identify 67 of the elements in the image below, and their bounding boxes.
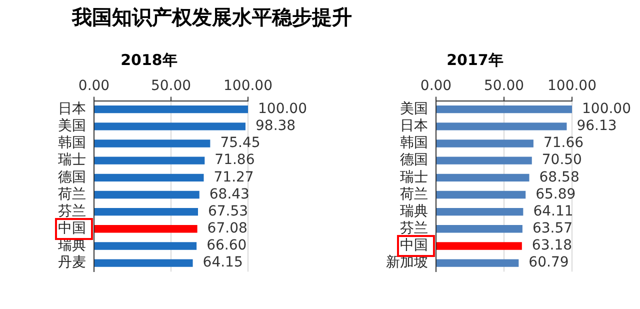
- y-tick-label: 韩国: [58, 135, 86, 152]
- data-label: 68.43: [209, 186, 250, 202]
- x-tick-label: 0.00: [78, 78, 110, 94]
- y-tick-label: 日本: [58, 100, 86, 117]
- bar: [94, 225, 198, 233]
- data-label: 67.08: [207, 220, 248, 237]
- bar: [436, 259, 519, 267]
- data-label: 67.53: [208, 203, 248, 220]
- bar: [94, 122, 246, 130]
- data-label: 63.18: [532, 238, 572, 254]
- bar: [436, 225, 522, 233]
- y-tick-label: 瑞典: [400, 203, 428, 220]
- data-label: 64.11: [533, 203, 574, 220]
- x-tick-label: 50.00: [484, 78, 524, 94]
- x-tick-label: 50.00: [150, 78, 192, 94]
- y-tick-label: 丹麦: [58, 254, 86, 271]
- data-label: 68.58: [539, 169, 580, 186]
- bar: [94, 105, 248, 114]
- data-label: 71.86: [214, 152, 255, 168]
- x-tick-label: 100.00: [548, 78, 596, 94]
- data-label: 66.60: [206, 238, 247, 254]
- y-tick-label: 中国: [400, 238, 428, 254]
- bar: [436, 190, 526, 199]
- y-tick-label: 德国: [400, 152, 428, 168]
- data-label: 100.00: [582, 100, 631, 117]
- y-tick-label: 瑞士: [58, 152, 86, 168]
- bar: [94, 140, 210, 148]
- bar: [94, 259, 193, 267]
- y-tick-label: 芬兰: [58, 203, 86, 220]
- bar: [436, 156, 532, 164]
- bar: [94, 242, 197, 250]
- chart-title: 2018年: [120, 50, 178, 69]
- bar: [436, 140, 534, 148]
- y-tick-label: 芬兰: [400, 220, 428, 237]
- y-tick-label: 日本: [400, 118, 428, 134]
- y-tick-label: 德国: [58, 169, 86, 186]
- data-label: 70.50: [542, 152, 582, 168]
- y-tick-label: 美国: [400, 100, 428, 117]
- y-tick-label: 中国: [58, 220, 86, 237]
- data-label: 65.89: [536, 186, 576, 202]
- data-label: 64.15: [202, 254, 243, 271]
- bar: [94, 156, 205, 164]
- bar: [436, 208, 524, 216]
- text: 我国知识产权发展水平稳步提升: [72, 4, 352, 31]
- data-label: 96.13: [576, 118, 617, 134]
- data-label: 63.57: [532, 220, 573, 237]
- data-label: 60.79: [528, 254, 569, 271]
- data-label: 75.45: [220, 135, 260, 152]
- bar: [94, 174, 204, 182]
- bar: [436, 122, 567, 130]
- x-tick-label: 100.00: [224, 78, 272, 94]
- data-label: 98.38: [256, 118, 296, 134]
- y-tick-label: 韩国: [400, 135, 428, 152]
- bar: [94, 190, 200, 199]
- data-label: 100.00: [258, 100, 307, 117]
- y-tick-label: 瑞士: [400, 169, 428, 186]
- x-tick-label: 0.00: [420, 78, 452, 94]
- data-label: 71.27: [214, 169, 254, 186]
- bar: [436, 242, 522, 250]
- y-tick-label: 荷兰: [400, 186, 428, 202]
- bar: [94, 208, 198, 216]
- bar: [436, 174, 530, 182]
- y-tick-label: 美国: [58, 118, 86, 134]
- chart-title: 2017年: [446, 50, 504, 69]
- bar: [436, 105, 572, 114]
- data-label: 71.66: [543, 135, 584, 152]
- y-tick-label: 荷兰: [58, 186, 86, 202]
